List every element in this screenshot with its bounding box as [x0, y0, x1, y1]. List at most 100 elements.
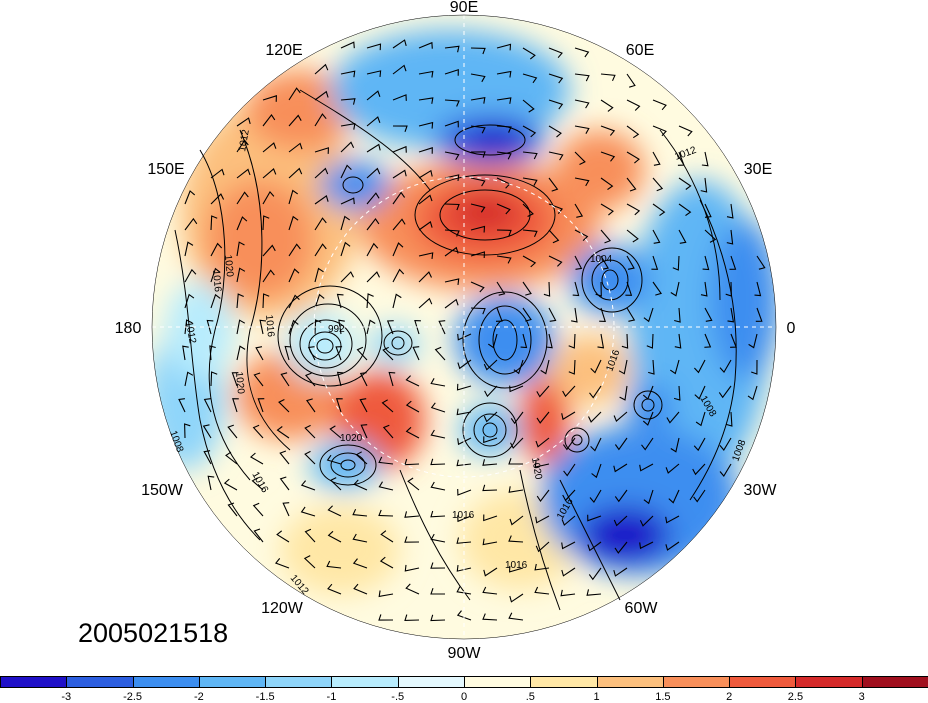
- wind-barb: [457, 488, 472, 496]
- wind-barb: [470, 97, 486, 104]
- wind-barb: [262, 95, 277, 102]
- wind-barb: [625, 281, 633, 296]
- wind-barb: [236, 168, 251, 179]
- wind-barb: [366, 70, 382, 77]
- wind-barb: [353, 583, 368, 595]
- wind-barb: [378, 481, 394, 491]
- wind-barb: [262, 244, 276, 257]
- wind-barb: [562, 385, 576, 398]
- wind-barb: [639, 541, 654, 550]
- wind-barb: [392, 242, 404, 257]
- colorbar-tick-label: -1.5: [255, 691, 275, 703]
- wind-barb: [548, 307, 557, 322]
- wind-barb: [430, 588, 446, 595]
- contour-label: 1020: [340, 433, 363, 444]
- wind-barb: [590, 359, 602, 374]
- wind-barb: [470, 125, 486, 134]
- wind-barb: [600, 99, 614, 112]
- wind-barb: [352, 533, 368, 543]
- wind-barb: [430, 533, 446, 543]
- wind-barb: [652, 125, 667, 137]
- wind-barb: [487, 333, 498, 349]
- wind-barb: [536, 411, 550, 424]
- wind-barb: [568, 333, 576, 349]
- wind-barb: [543, 281, 551, 297]
- wind-barb: [288, 189, 299, 205]
- wind-barb: [392, 293, 402, 309]
- wind-barb: [335, 346, 343, 361]
- wind-barb: [227, 502, 238, 517]
- wind-barb: [182, 345, 189, 361]
- wind-barb: [561, 541, 576, 550]
- wind-barb: [282, 502, 290, 517]
- wind-barb: [614, 437, 628, 451]
- wind-barb: [359, 398, 368, 413]
- wind-barb: [340, 271, 354, 283]
- wind-barb: [719, 359, 732, 374]
- wind-barb: [597, 333, 605, 349]
- wind-barb: [236, 191, 249, 205]
- wind-barb: [670, 281, 680, 297]
- wind-barb: [314, 217, 327, 231]
- wind-barb: [574, 47, 590, 58]
- wind-barb: [600, 73, 616, 82]
- wind-barb: [314, 90, 329, 101]
- wind-barb: [648, 359, 655, 375]
- wind-barb: [561, 515, 576, 526]
- wind-barb: [747, 385, 758, 401]
- wind-barb: [378, 590, 394, 598]
- wind-barb: [677, 151, 685, 166]
- wind-barb: [600, 255, 609, 270]
- wind-barb: [444, 298, 459, 309]
- wind-barb: [755, 307, 763, 322]
- wind-barb: [674, 307, 681, 323]
- wind-barb: [456, 408, 472, 416]
- wind-barb: [496, 203, 511, 215]
- wind-barb: [392, 191, 406, 205]
- wind-barb: [626, 125, 640, 139]
- wind-barb: [430, 562, 446, 569]
- wind-barb: [392, 94, 407, 101]
- wind-barb: [288, 319, 299, 335]
- colorbar-box: [265, 676, 333, 688]
- wind-barb: [288, 243, 301, 257]
- wind-barb: [748, 333, 758, 349]
- wind-barb: [641, 437, 654, 451]
- wind-barb: [209, 345, 216, 361]
- wind-barb: [444, 278, 460, 285]
- wind-barb: [522, 125, 537, 138]
- wind-barb: [522, 307, 532, 322]
- wind-barb: [340, 215, 351, 231]
- wind-barb: [727, 307, 735, 323]
- wind-barb: [444, 45, 460, 53]
- wind-barbs: [178, 39, 766, 622]
- wind-barb: [366, 167, 381, 179]
- wind-barb: [470, 47, 486, 55]
- wind-barb: [366, 293, 374, 309]
- wind-barb: [392, 39, 407, 49]
- wind-barb: [626, 177, 637, 192]
- wind-barb: [642, 385, 654, 400]
- wind-barb: [430, 402, 446, 413]
- wind-barb: [262, 113, 276, 127]
- wind-barb: [444, 99, 460, 107]
- wind-barb: [535, 541, 550, 553]
- wind-barb: [574, 125, 590, 134]
- wind-barb: [259, 319, 267, 335]
- wind-barb: [335, 398, 343, 413]
- colorbar-tick-label: .5: [525, 691, 535, 703]
- wind-barb: [520, 333, 528, 349]
- wind-barb: [249, 452, 264, 465]
- lon-label-120e: 120E: [265, 42, 302, 59]
- wind-barb: [379, 556, 394, 569]
- wind-barb: [366, 271, 380, 283]
- wind-barb: [236, 216, 248, 231]
- wind-barb: [378, 614, 394, 621]
- wind-barb: [456, 586, 472, 595]
- wind-barb: [236, 117, 251, 127]
- wind-barb: [508, 612, 524, 621]
- wind-barb: [626, 151, 640, 164]
- wind-barb: [470, 307, 486, 315]
- wind-barb: [509, 593, 524, 603]
- wind-barb: [314, 167, 329, 179]
